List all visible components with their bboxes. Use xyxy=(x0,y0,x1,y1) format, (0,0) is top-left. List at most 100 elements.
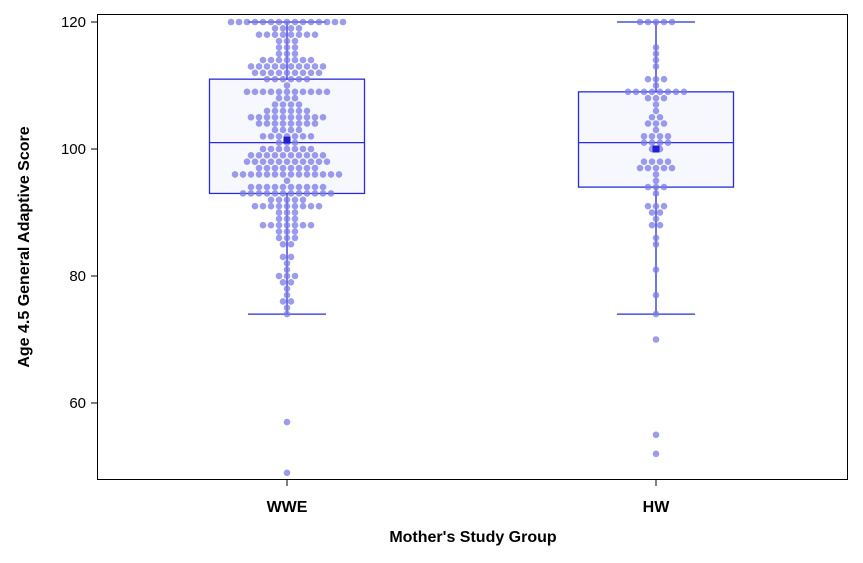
data-point xyxy=(656,209,664,216)
data-point xyxy=(640,158,648,165)
data-point xyxy=(299,56,307,64)
data-point xyxy=(311,63,319,70)
data-point xyxy=(287,183,295,191)
data-point xyxy=(287,190,295,197)
data-point xyxy=(291,215,299,223)
data-point xyxy=(652,126,660,134)
data-point xyxy=(648,88,656,96)
data-point xyxy=(291,145,299,153)
data-point xyxy=(283,285,291,293)
data-point xyxy=(271,75,279,83)
data-point xyxy=(315,158,323,165)
data-point xyxy=(279,279,287,286)
data-point xyxy=(339,18,347,26)
data-point xyxy=(291,56,299,64)
data-point xyxy=(652,183,660,191)
data-point xyxy=(672,88,680,96)
data-point xyxy=(255,190,263,197)
data-point xyxy=(259,18,267,26)
data-point xyxy=(283,202,291,210)
data-point xyxy=(283,266,291,273)
data-point xyxy=(247,190,255,197)
data-point xyxy=(263,113,271,121)
data-point xyxy=(263,190,271,197)
data-point xyxy=(327,171,335,178)
data-point xyxy=(283,88,291,96)
data-point xyxy=(259,158,267,165)
data-point xyxy=(275,44,283,51)
data-point xyxy=(644,75,652,83)
data-point xyxy=(283,177,291,185)
data-point xyxy=(279,126,287,134)
data-point xyxy=(283,50,291,58)
x-axis-title: Mother's Study Group xyxy=(389,529,557,546)
data-point xyxy=(247,171,255,178)
data-point xyxy=(259,133,267,140)
data-point xyxy=(303,107,311,115)
data-point xyxy=(656,113,664,121)
data-point xyxy=(323,88,331,96)
data-point xyxy=(263,120,271,127)
data-point xyxy=(660,18,668,26)
data-point xyxy=(652,310,660,318)
data-point xyxy=(311,190,319,197)
data-point xyxy=(239,171,247,178)
data-point xyxy=(652,177,660,185)
data-point xyxy=(295,126,303,134)
data-point xyxy=(283,221,291,229)
data-point xyxy=(644,120,652,127)
data-point xyxy=(291,37,299,45)
data-point xyxy=(644,202,652,210)
data-point xyxy=(287,164,295,172)
data-point xyxy=(275,56,283,64)
data-point xyxy=(307,88,315,96)
data-point xyxy=(279,75,287,83)
data-point xyxy=(652,63,660,70)
data-point xyxy=(664,88,672,96)
data-point xyxy=(295,107,303,115)
data-point xyxy=(660,94,668,102)
data-point xyxy=(291,228,299,235)
data-point xyxy=(287,25,295,32)
data-point xyxy=(307,202,315,210)
data-point xyxy=(311,183,319,191)
data-point xyxy=(275,209,283,216)
data-point xyxy=(652,120,660,127)
data-point xyxy=(227,18,235,26)
data-point xyxy=(307,18,315,26)
data-point xyxy=(279,164,287,172)
data-point xyxy=(311,164,319,172)
data-point xyxy=(644,183,652,191)
data-point xyxy=(311,31,319,38)
data-point xyxy=(327,190,335,197)
data-point xyxy=(283,228,291,235)
data-point xyxy=(299,202,307,210)
data-point xyxy=(664,139,672,146)
mean-marker xyxy=(652,145,660,153)
data-point xyxy=(295,190,303,197)
data-point xyxy=(307,221,315,229)
data-point xyxy=(287,31,295,38)
data-point xyxy=(295,120,303,127)
data-point xyxy=(275,50,283,58)
data-point xyxy=(267,196,275,204)
data-point xyxy=(279,240,287,248)
data-point xyxy=(243,158,251,165)
data-point xyxy=(271,171,279,178)
data-point xyxy=(668,164,676,172)
data-point xyxy=(267,221,275,229)
data-point xyxy=(239,190,247,197)
data-point xyxy=(283,304,291,312)
data-point xyxy=(295,31,303,38)
data-point xyxy=(331,18,339,26)
data-point xyxy=(255,113,263,121)
data-point xyxy=(652,215,660,223)
data-point xyxy=(255,164,263,172)
data-point xyxy=(247,183,255,191)
data-point xyxy=(291,88,299,96)
data-point xyxy=(311,152,319,159)
data-point xyxy=(299,18,307,26)
data-point xyxy=(660,183,668,191)
data-point xyxy=(255,183,263,191)
data-point xyxy=(263,171,271,178)
